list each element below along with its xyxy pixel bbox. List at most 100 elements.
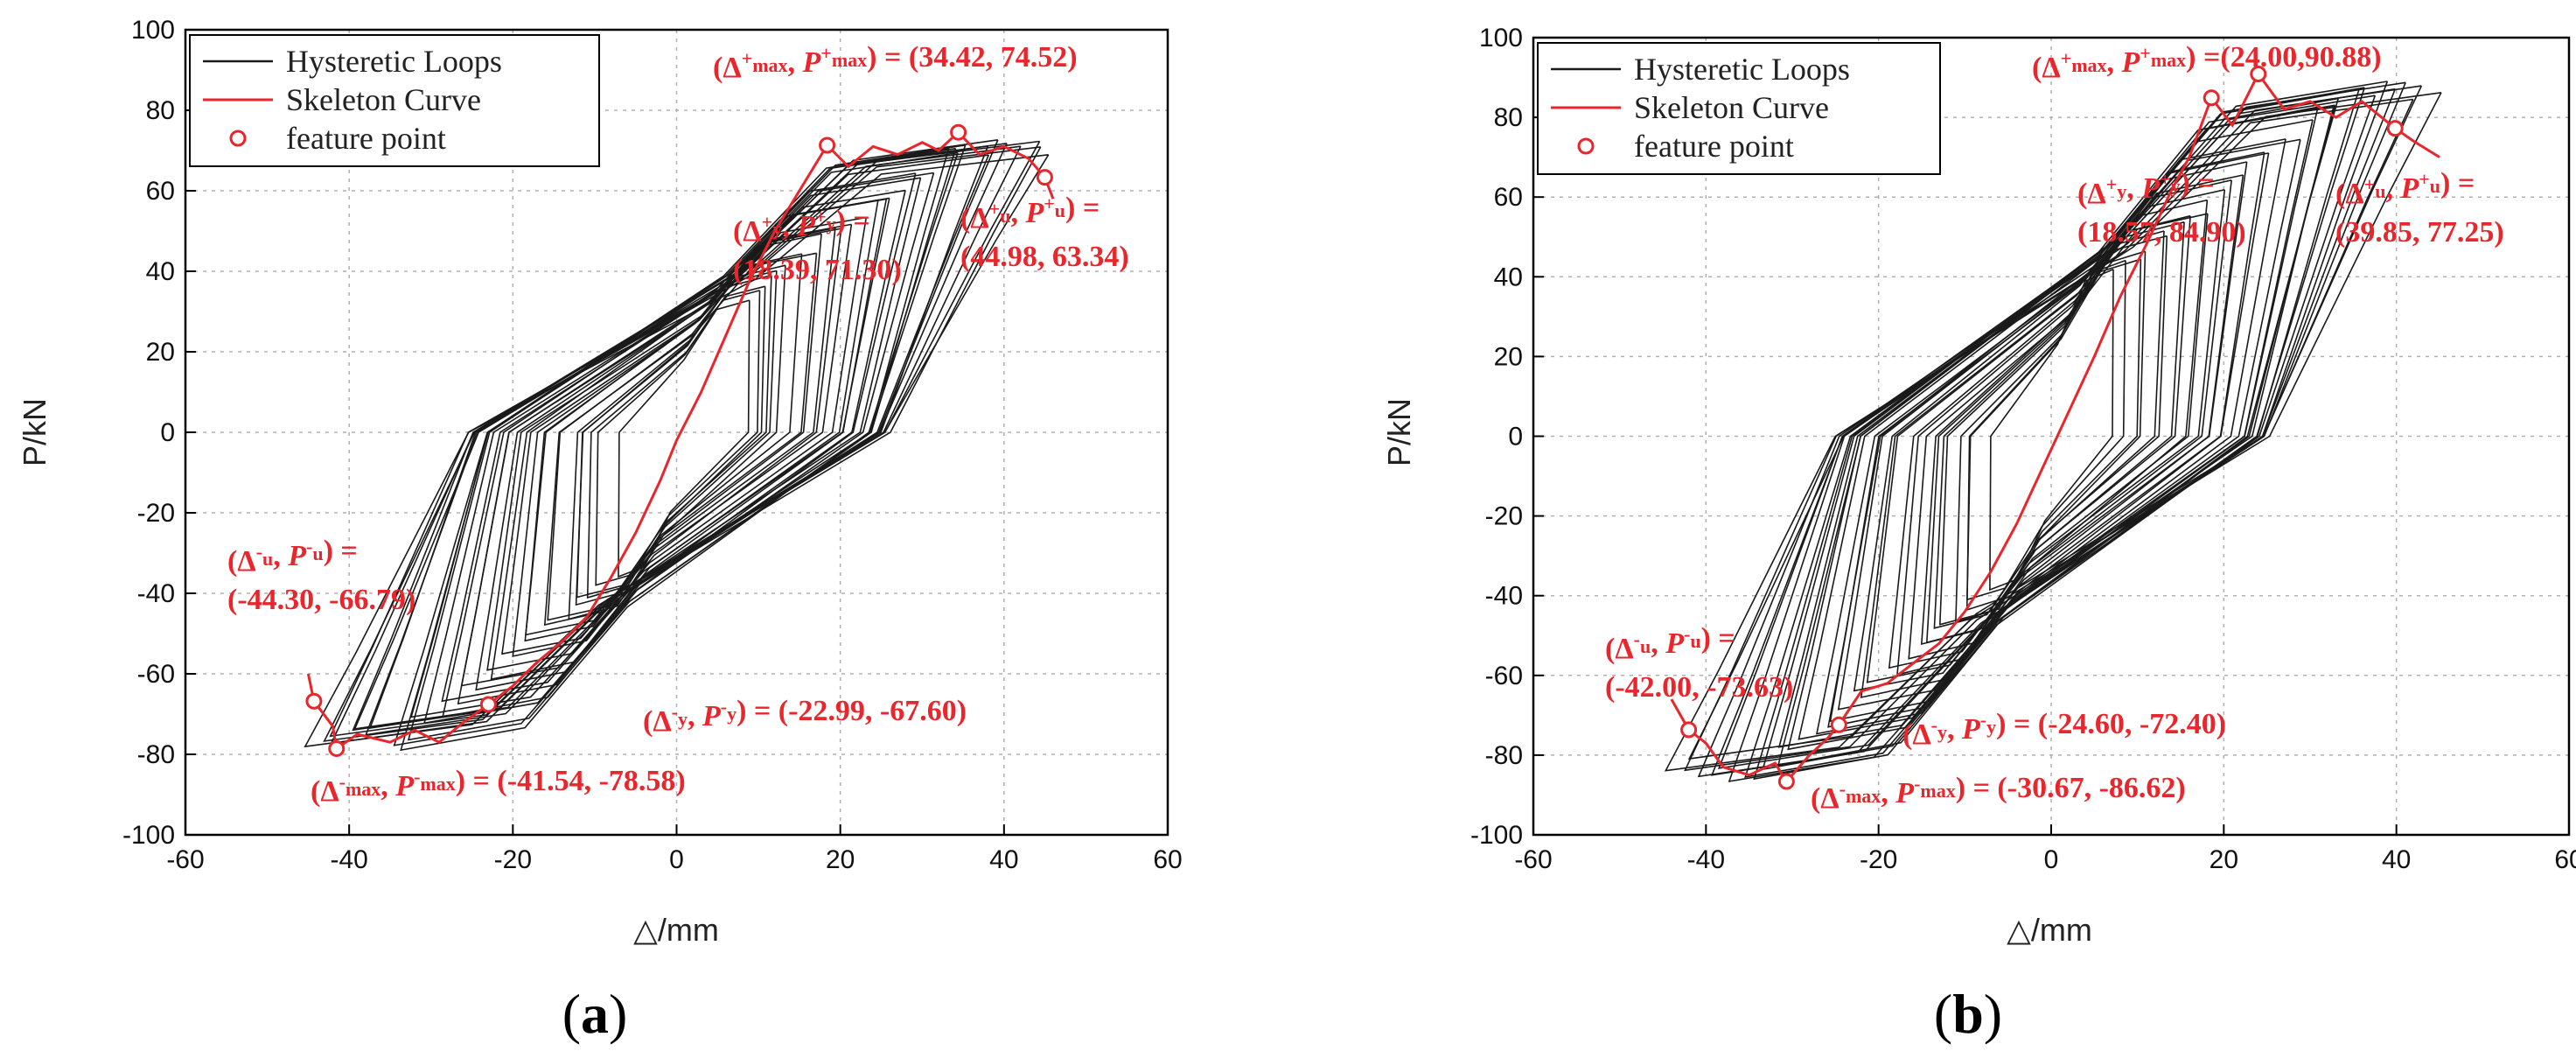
hysteretic-loop <box>1829 152 2270 723</box>
hysteretic-loop <box>352 139 999 732</box>
y-tick-label: -40 <box>1485 582 1523 611</box>
y-tick-label: -40 <box>137 579 175 608</box>
ticks-a: -60 -40 -20 0 20 40 60 -100 -80 -60 -40 -20 0 20 40 60 8… <box>122 16 1183 874</box>
x-tick-label: 20 <box>2209 845 2238 874</box>
annotation-u-neg: (-42.00, -73.63) <box>1605 671 1793 704</box>
hysteretic-loop <box>441 177 922 703</box>
hysteretic-loop <box>1697 81 2406 778</box>
skeleton-curve-a <box>306 130 1055 752</box>
y-tick-label: -60 <box>137 660 175 689</box>
x-axis-label: △/mm <box>2007 912 2092 948</box>
y-tick-label: -80 <box>1485 741 1523 770</box>
y-tick-label: 80 <box>1494 103 1523 132</box>
y-tick-label: 100 <box>131 16 175 45</box>
annotation-u-pos: (Δ+u, P+u) = <box>960 192 1100 235</box>
annotation-u-pos: (44.98, 63.34) <box>960 241 1129 273</box>
y-tick-label: 0 <box>1508 423 1523 452</box>
legend-label: Hysteretic Loops <box>286 44 502 79</box>
annotation-u-neg: (-44.30, -66.79) <box>227 584 415 616</box>
annotation-max-neg: (Δ-max, P-max) = (-30.67, -86.62) <box>1811 772 2186 815</box>
hysteretic-loop <box>323 140 1041 742</box>
feature-point <box>2386 120 2404 137</box>
legend-label: Hysteretic Loops <box>1634 52 1850 87</box>
annotation-u-pos: (39.85, 77.25) <box>2335 216 2504 249</box>
panel-label-b: (b) <box>1934 983 2002 1045</box>
hysteretic-loop <box>618 299 750 578</box>
y-axis-label: P/kN <box>17 398 52 466</box>
feature-point <box>1777 773 1795 790</box>
hysteretic-loop <box>1664 92 2442 772</box>
y-axis-label: P/kN <box>1381 398 1417 466</box>
chart-b: -60 -40 -20 0 20 40 60 -100 -80 -60 -40 -20 0 20 40 60 8… <box>1381 24 2576 1045</box>
y-tick-label: 40 <box>1494 263 1523 291</box>
hysteretic-loop <box>407 147 957 741</box>
annotation-u-pos: (Δ+u, P+u) = <box>2335 167 2475 210</box>
annotation-y-neg: (Δ-y, P-y) = (-24.60, -72.40) <box>1902 708 2226 751</box>
feature-point <box>1680 721 1698 739</box>
hysteretic-loop <box>1920 214 2191 646</box>
x-tick-label: -40 <box>330 845 367 874</box>
x-tick-label: 40 <box>2382 845 2411 874</box>
x-tick-label: 60 <box>1153 845 1182 874</box>
y-tick-label: 20 <box>146 338 175 367</box>
y-tick-label: 0 <box>160 418 175 447</box>
x-tick-label: 40 <box>989 845 1018 874</box>
feature-point <box>2250 66 2267 83</box>
y-tick-label: -100 <box>122 821 175 850</box>
annotation-y-neg: (Δ-y, P-y) = (-22.99, -67.60) <box>643 695 967 738</box>
annotation-y-pos: (18.39, 71.30) <box>733 254 902 286</box>
hysteretic-loop <box>547 253 803 621</box>
x-tick-label: -60 <box>166 845 204 874</box>
hysteretic-loop <box>1728 95 2377 782</box>
legend-marker-feature <box>1577 137 1595 155</box>
x-tick-label: 60 <box>2554 845 2576 874</box>
legend-marker-feature <box>229 130 247 147</box>
legend-label: Skeleton Curve <box>286 82 481 117</box>
annotations-b: (Δ+max, P+max) =(24.00,90.88) (Δ+y, P+y) … <box>1605 41 2504 815</box>
hysteretic-loop <box>524 227 836 642</box>
annotation-y-pos: (18.57, 84.90) <box>2077 216 2246 249</box>
annotation-max-neg: (Δ-max, P-max) = (-41.54, -78.58) <box>311 765 686 808</box>
x-tick-label: 20 <box>826 845 855 874</box>
y-tick-label: 60 <box>146 177 175 206</box>
y-tick-label: 100 <box>1479 24 1523 53</box>
feature-point <box>819 137 836 154</box>
feature-point <box>1830 716 1847 733</box>
annotation-u-neg: (Δ-u, P-u) = <box>227 535 358 578</box>
legend-label: feature point <box>1634 129 1794 164</box>
x-tick-label: -20 <box>494 845 532 874</box>
feature-point <box>1036 169 1053 186</box>
legend-label: feature point <box>286 121 446 156</box>
hysteretic-loop <box>329 145 1022 738</box>
hysteretic-loop <box>400 151 959 752</box>
feature-points-a <box>305 123 1053 757</box>
hysteretic-loop <box>304 154 1050 748</box>
x-tick-label: -20 <box>1860 845 1897 874</box>
x-tick-label: 0 <box>669 845 684 874</box>
feature-points-b <box>1680 66 2404 790</box>
hysteretic-loop <box>1908 213 2209 660</box>
y-tick-label: 40 <box>146 257 175 286</box>
hysteretic-loop <box>353 143 1008 730</box>
hysteretic-loop <box>1717 81 2389 769</box>
y-tick-label: 20 <box>1494 342 1523 371</box>
annotations-a: (Δ+max, P+max) = (34.42, 74.52) (Δ+y, P+y… <box>227 41 1129 808</box>
panel-label-a: (a) <box>562 983 628 1045</box>
y-tick-label: -60 <box>1485 662 1523 690</box>
ticks-b: -60 -40 -20 0 20 40 60 -100 -80 -60 -40 -20 0 20 40 60 8… <box>1470 24 2576 874</box>
hysteretic-loop <box>543 252 818 627</box>
hysteretic-loop <box>409 147 950 718</box>
x-tick-label: -60 <box>1514 845 1552 874</box>
hysteretic-loop <box>1744 87 2365 779</box>
y-tick-label: 80 <box>146 96 175 125</box>
annotation-max-pos: (Δ+max, P+max) = (34.42, 74.52) <box>713 41 1078 84</box>
y-tick-label: -80 <box>137 740 175 769</box>
hysteretic-loop <box>1787 106 2319 751</box>
x-axis-label: △/mm <box>633 912 719 948</box>
feature-point <box>479 696 497 713</box>
hysteretic-loop <box>393 144 967 746</box>
x-tick-label: -40 <box>1687 845 1725 874</box>
